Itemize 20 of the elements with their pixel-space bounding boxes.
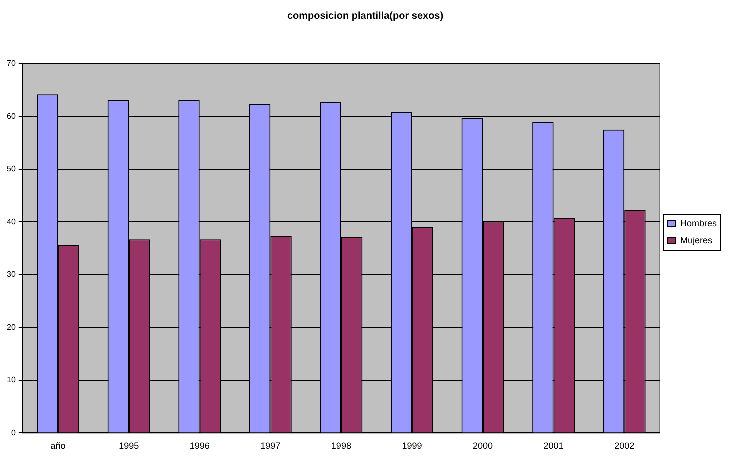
x-tick-label: 2000 [473,441,494,452]
x-tick-label: año [50,441,66,452]
y-tick-label: 10 [6,376,16,385]
x-tick-label: 1999 [402,441,422,452]
x-tick-label: 1998 [331,441,352,452]
y-tick-label: 40 [6,217,16,226]
x-tick-label: 1997 [260,441,281,452]
x-tick-label: 2001 [544,441,564,452]
y-tick-label: 70 [6,59,16,68]
y-tick-label: 30 [6,270,16,280]
y-tick-label: 0 [11,428,16,438]
y-tick-label: 50 [6,164,16,174]
y-tick-label: 20 [6,322,16,332]
chart-title: composicion plantilla(por sexos) [287,10,444,22]
x-tick-label: 2002 [614,441,635,452]
y-tick-label: 60 [6,112,16,121]
x-tick-label: 1996 [190,441,210,452]
x-tick-label: 1995 [119,441,140,452]
legend-label: Hombres [680,218,718,228]
legend-label: Mujeres [680,235,713,246]
